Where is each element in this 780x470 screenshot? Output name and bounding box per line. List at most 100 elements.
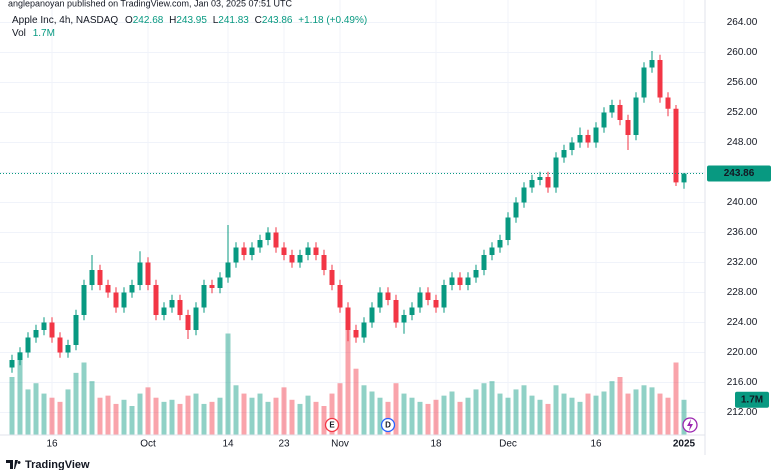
candle-body (385, 292, 391, 300)
candle-body (593, 127, 599, 143)
candle-body (545, 177, 551, 188)
volume-bar (281, 387, 287, 435)
ohlc-value: 242.68 (133, 15, 164, 26)
volume-bar (121, 399, 127, 435)
x-tick-label: 14 (222, 439, 234, 450)
legend-line: Apple Inc, 4h, NASDAQ O242.68 H243.95 L2… (12, 15, 367, 26)
volume-bar (209, 401, 215, 435)
candle-body (177, 300, 183, 315)
volume-bar (593, 395, 599, 435)
candle-body (481, 255, 487, 270)
y-tick-label: 216.00 (727, 377, 758, 388)
candle-body (673, 108, 679, 183)
candle-body (537, 177, 543, 180)
volume-bar (345, 321, 351, 435)
volume-bar (601, 391, 607, 435)
volume-bar (233, 385, 239, 435)
candle-body (601, 112, 607, 128)
candle-body (313, 247, 319, 255)
candle-body (89, 270, 95, 285)
icon-bolt (687, 419, 693, 431)
volume-bar (161, 401, 167, 435)
candle-body (153, 285, 159, 315)
volume-bar (321, 406, 327, 435)
volume-bar (633, 389, 639, 435)
volume-bar (89, 381, 95, 435)
candle-body (609, 105, 615, 113)
candle-body (569, 142, 575, 150)
candle-body (297, 255, 303, 263)
candle-body (289, 255, 295, 263)
volume-bar (49, 397, 55, 435)
candle-body (561, 150, 567, 158)
volume-bar (305, 395, 311, 435)
logo-icon (6, 460, 21, 469)
volume-bar (521, 385, 527, 435)
volume-bar (265, 401, 271, 435)
candle-body (337, 285, 343, 308)
volume-bar (25, 389, 31, 435)
volume-bar (409, 397, 415, 435)
volume-bar (145, 387, 151, 435)
candle-body (665, 97, 671, 109)
candle-body (353, 330, 359, 338)
y-tick-label: 260.00 (727, 47, 758, 58)
volume-bar (273, 397, 279, 435)
candle-body (273, 232, 279, 248)
volume-bar (257, 393, 263, 435)
candle-body (201, 285, 207, 308)
candle-body (449, 277, 455, 285)
volume-bar (169, 399, 175, 435)
volume-bar (353, 368, 359, 435)
volume-bar (361, 385, 367, 435)
volume-bar (185, 395, 191, 435)
volume-bar (129, 406, 135, 435)
volume-bar (457, 401, 463, 435)
event-marker (324, 417, 340, 433)
candle-body (209, 285, 215, 288)
x-tick-label: 23 (278, 439, 290, 450)
candle-body (193, 307, 199, 330)
volume-bar (465, 397, 471, 435)
volume-bar (649, 387, 655, 435)
volume-bar (393, 383, 399, 435)
candle-body (433, 300, 439, 308)
volume-bar (489, 381, 495, 435)
change: +1.18 (+0.49%) (298, 15, 367, 26)
candle-body (641, 67, 647, 98)
candle-body (497, 240, 503, 248)
volume-bar (73, 372, 79, 435)
candle-body (457, 277, 463, 285)
event-label: E (329, 421, 335, 430)
volume-bar (97, 397, 103, 435)
volume-bar (681, 399, 687, 435)
y-tick-label: 248.00 (727, 137, 758, 148)
y-tick-label: 220.00 (727, 347, 758, 358)
volume-bar (513, 389, 519, 435)
volume-bar (241, 393, 247, 435)
last-volume-box (735, 391, 769, 408)
volume-bar (153, 397, 159, 435)
ohlc-prefix: L (213, 15, 219, 26)
volume-bar (545, 403, 551, 435)
y-tick-label: 232.00 (727, 257, 758, 268)
volume-bar (289, 399, 295, 435)
volume-bar (497, 393, 503, 435)
volume-bar (425, 403, 431, 435)
volume-value: 1.7M (33, 28, 55, 39)
candle-body (217, 277, 223, 288)
lightning-icon (682, 417, 698, 433)
last-volume-label: 1.7M (741, 394, 763, 405)
volume-bar (329, 393, 335, 435)
volume-bar (377, 397, 383, 435)
volume-bar (537, 399, 543, 435)
y-tick-label: 228.00 (727, 287, 758, 298)
volume-bar (41, 393, 47, 435)
candle-body (49, 322, 55, 338)
event-label: D (385, 421, 391, 430)
volume-bar (641, 385, 647, 435)
volume-bar (369, 391, 375, 435)
volume-bar (249, 397, 255, 435)
volume-bar (65, 389, 71, 435)
